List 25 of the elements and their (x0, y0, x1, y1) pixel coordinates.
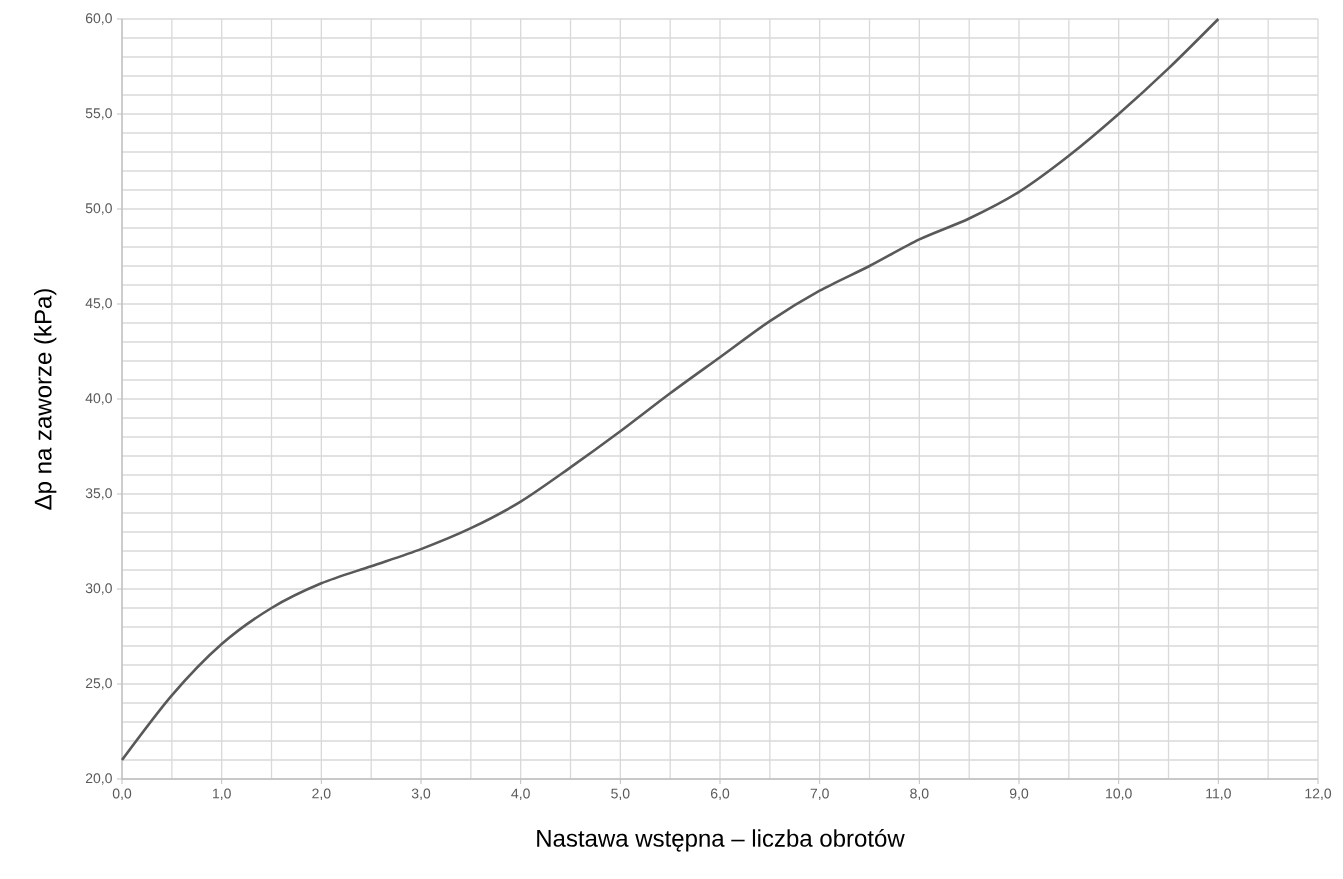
x-tick-label: 9,0 (1009, 788, 1029, 801)
y-tick-label: 30,0 (85, 583, 112, 595)
x-tick-label: 7,0 (810, 788, 829, 801)
x-tick-label: 3,0 (411, 788, 431, 801)
x-tick-label: 4,0 (511, 788, 530, 801)
x-tick-label: 0,0 (112, 788, 132, 801)
y-tick-label: 45,0 (85, 298, 112, 310)
y-tick-label: 20,0 (85, 773, 112, 785)
x-axis-title: Nastawa wstępna – liczba obrotów (537, 828, 905, 852)
y-tick-label: 55,0 (85, 108, 112, 120)
y-tick-label: 25,0 (85, 678, 112, 690)
x-tick-label: 2,0 (312, 788, 331, 801)
x-tick-label: 6,0 (710, 788, 730, 801)
x-tick-label: 12,0 (1305, 788, 1332, 801)
x-tick-label: 11,0 (1206, 788, 1231, 801)
x-tick-label: 5,0 (611, 788, 630, 801)
x-tick-label: 1,0 (213, 788, 231, 801)
line-series (120, 17, 1220, 762)
y-tick-label: 50,0 (85, 203, 112, 215)
y-axis-title: Δp na zaworze (kPa) (33, 289, 57, 510)
x-tick-label: 8,0 (910, 788, 929, 801)
y-tick-label: 35,0 (85, 488, 112, 500)
x-tick-label: 10,0 (1106, 788, 1132, 801)
y-tick-label: 40,0 (85, 393, 112, 405)
y-tick-label: 60,0 (85, 13, 112, 25)
